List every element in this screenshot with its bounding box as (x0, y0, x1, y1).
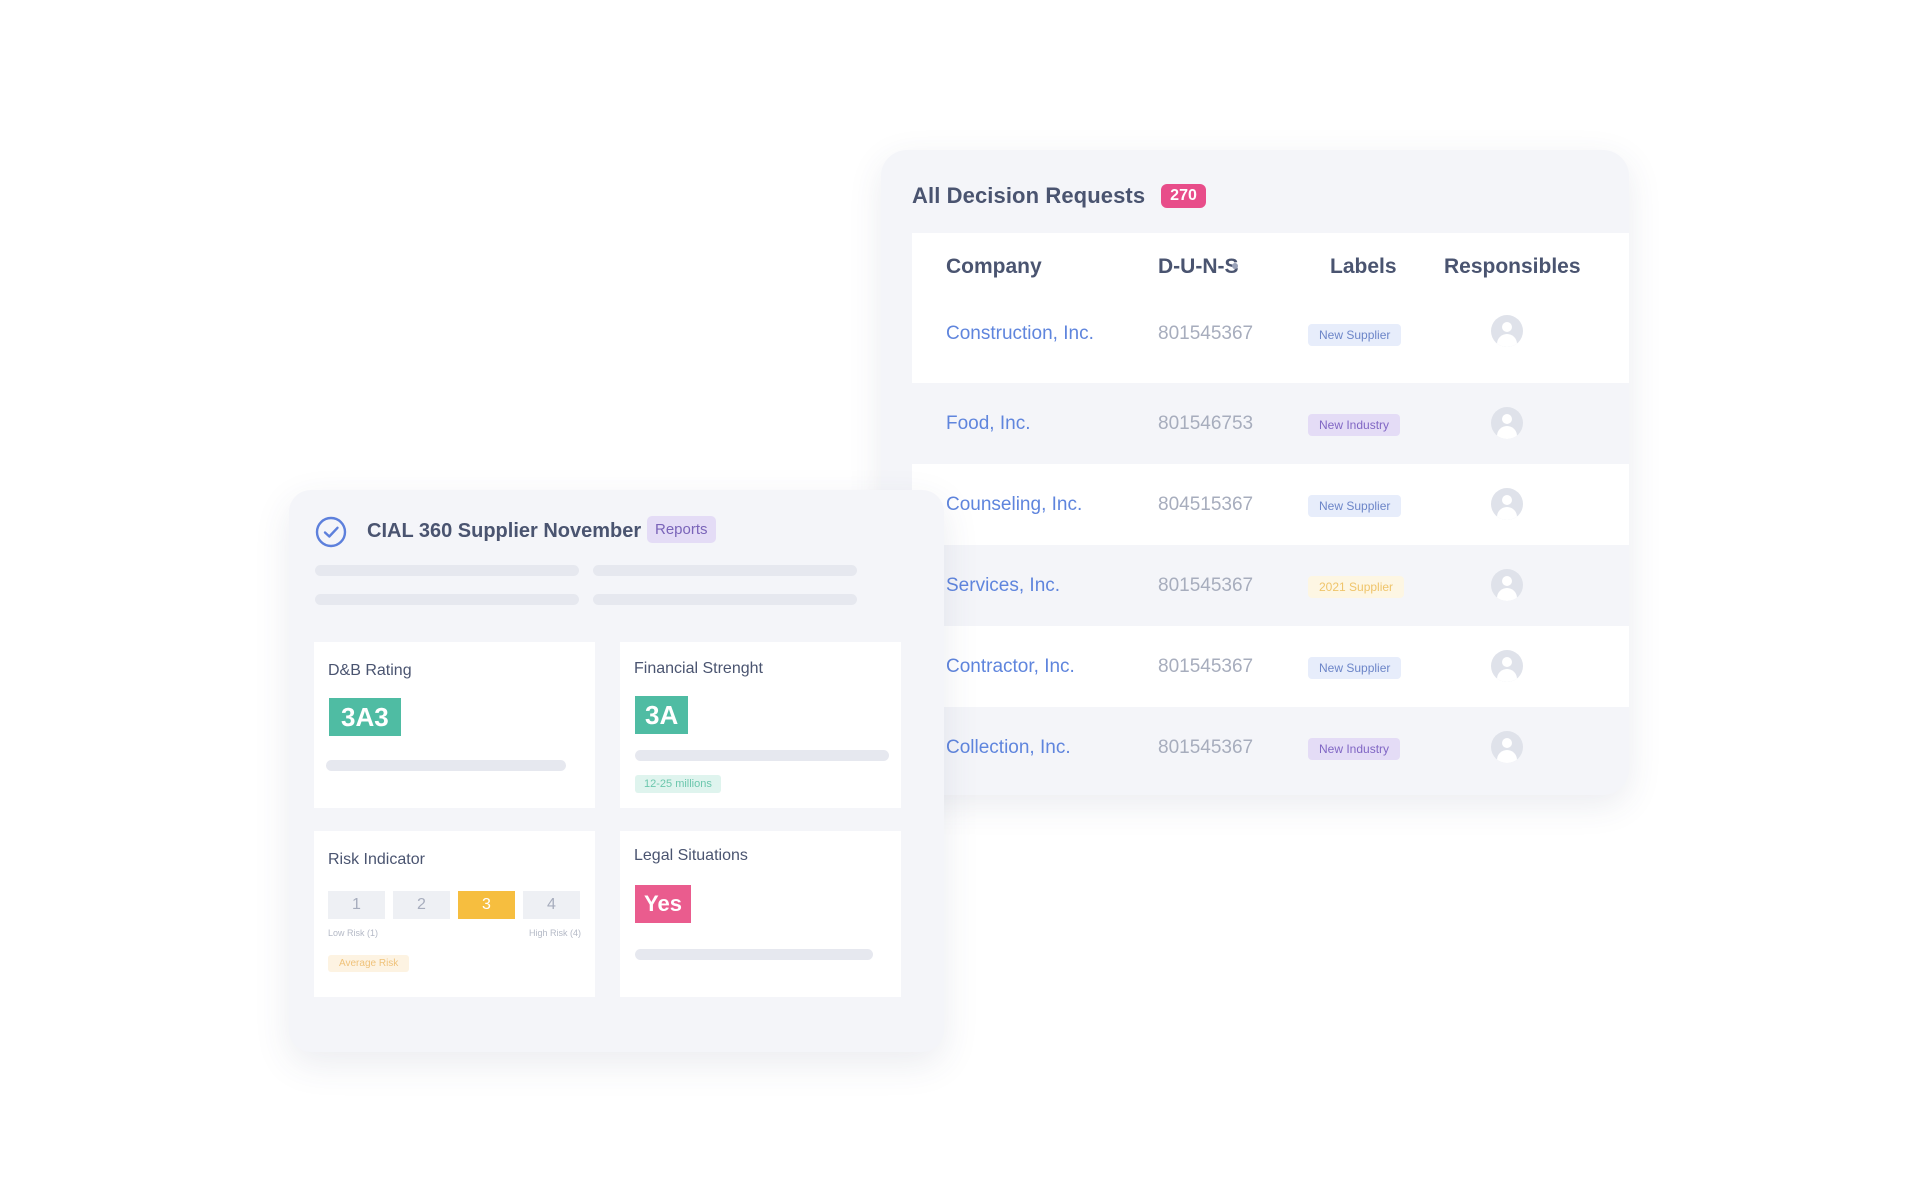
user-avatar-icon[interactable] (1491, 407, 1523, 439)
risk-level-3-selected[interactable]: 3 (458, 891, 515, 919)
db-rating-card[interactable]: D&B Rating 3A3 (314, 642, 595, 808)
report-title: CIAL 360 Supplier November (367, 520, 642, 542)
company-link[interactable]: Services, Inc. (946, 575, 1061, 596)
table-header: Company D-U-N-S Labels Responsibles (912, 233, 1629, 315)
duns-number: 801545367 (1158, 656, 1254, 677)
placeholder-line (315, 594, 579, 605)
duns-number: 801546753 (1158, 413, 1254, 434)
user-avatar-icon[interactable] (1491, 731, 1523, 763)
company-link[interactable]: Construction, Inc. (946, 323, 1094, 344)
card-title: Legal Situations (634, 847, 748, 864)
company-link[interactable]: Food, Inc. (946, 413, 1031, 434)
reports-tag[interactable]: Reports (647, 516, 716, 543)
supplier-report-panel: CIAL 360 Supplier November Reports D&B R… (289, 490, 944, 1052)
sort-indicator-icon[interactable] (1232, 263, 1238, 269)
risk-scale: 1 2 3 4 (328, 891, 580, 919)
label-chip: 2021 Supplier (1308, 576, 1405, 598)
duns-number: 801545367 (1158, 575, 1254, 596)
legal-situations-value: Yes (635, 885, 691, 923)
table-row[interactable]: Services, Inc. 801545367 2021 Supplier (912, 545, 1629, 626)
placeholder-line (593, 565, 857, 576)
card-title: Risk Indicator (328, 851, 425, 868)
label-chip: New Industry (1308, 738, 1401, 760)
company-link[interactable]: Counseling, Inc. (946, 494, 1083, 515)
label-chip: New Industry (1308, 414, 1401, 436)
user-avatar-icon[interactable] (1491, 488, 1523, 520)
financial-strength-value: 3A (635, 696, 689, 734)
risk-level-4[interactable]: 4 (523, 891, 580, 919)
high-risk-caption: High Risk (4) (528, 928, 581, 938)
column-header-responsibles[interactable]: Responsibles (1444, 255, 1581, 278)
legal-situations-card[interactable]: Legal Situations Yes (620, 831, 901, 997)
placeholder-line (635, 750, 889, 761)
company-link[interactable]: Collection, Inc. (946, 737, 1071, 758)
panel-header: All Decision Requests 270 (912, 183, 1206, 209)
placeholder-line (326, 760, 566, 771)
placeholder-line (315, 565, 579, 576)
low-risk-caption: Low Risk (1) (328, 928, 379, 938)
requests-table: Company D-U-N-S Labels Responsibles Cons… (912, 233, 1629, 788)
placeholder-line (635, 949, 873, 960)
card-title: D&B Rating (328, 662, 412, 679)
risk-status-chip: Average Risk (328, 955, 410, 972)
panel-title: All Decision Requests (912, 183, 1146, 208)
duns-number: 804515367 (1158, 494, 1254, 515)
table-row[interactable]: Food, Inc. 801546753 New Industry (912, 383, 1629, 464)
placeholder-line (593, 594, 857, 605)
table-row[interactable]: Construction, Inc. 801545367 New Supplie… (912, 315, 1629, 383)
user-avatar-icon[interactable] (1491, 569, 1523, 601)
decision-requests-panel: All Decision Requests 270 Company D-U-N-… (881, 150, 1629, 795)
revenue-range-chip: 12-25 millions (635, 775, 721, 793)
user-avatar-icon[interactable] (1491, 650, 1523, 682)
column-header-company[interactable]: Company (946, 255, 1042, 278)
db-rating-value: 3A3 (329, 698, 401, 736)
label-chip: New Supplier (1308, 657, 1402, 679)
requests-count-badge: 270 (1161, 184, 1206, 208)
financial-strength-card[interactable]: Financial Strenght 3A 12-25 millions (620, 642, 901, 808)
duns-number: 801545367 (1158, 323, 1254, 344)
label-chip: New Supplier (1308, 495, 1402, 517)
table-row[interactable]: Contractor, Inc. 801545367 New Supplier (912, 626, 1629, 707)
risk-level-1[interactable]: 1 (328, 891, 385, 919)
column-header-labels[interactable]: Labels (1330, 255, 1397, 278)
table-row[interactable]: Collection, Inc. 801545367 New Industry (912, 707, 1629, 788)
duns-number: 801545367 (1158, 737, 1254, 758)
risk-level-2[interactable]: 2 (393, 891, 450, 919)
table-row[interactable]: Counseling, Inc. 804515367 New Supplier (912, 464, 1629, 545)
column-header-duns[interactable]: D-U-N-S (1158, 255, 1239, 278)
check-circle-icon (315, 516, 347, 548)
card-title: Financial Strenght (634, 660, 763, 677)
company-link[interactable]: Contractor, Inc. (946, 656, 1075, 677)
label-chip: New Supplier (1308, 324, 1402, 346)
user-avatar-icon[interactable] (1491, 315, 1523, 347)
risk-indicator-card[interactable]: Risk Indicator 1 2 3 4 Low Risk (1) High… (314, 831, 595, 997)
